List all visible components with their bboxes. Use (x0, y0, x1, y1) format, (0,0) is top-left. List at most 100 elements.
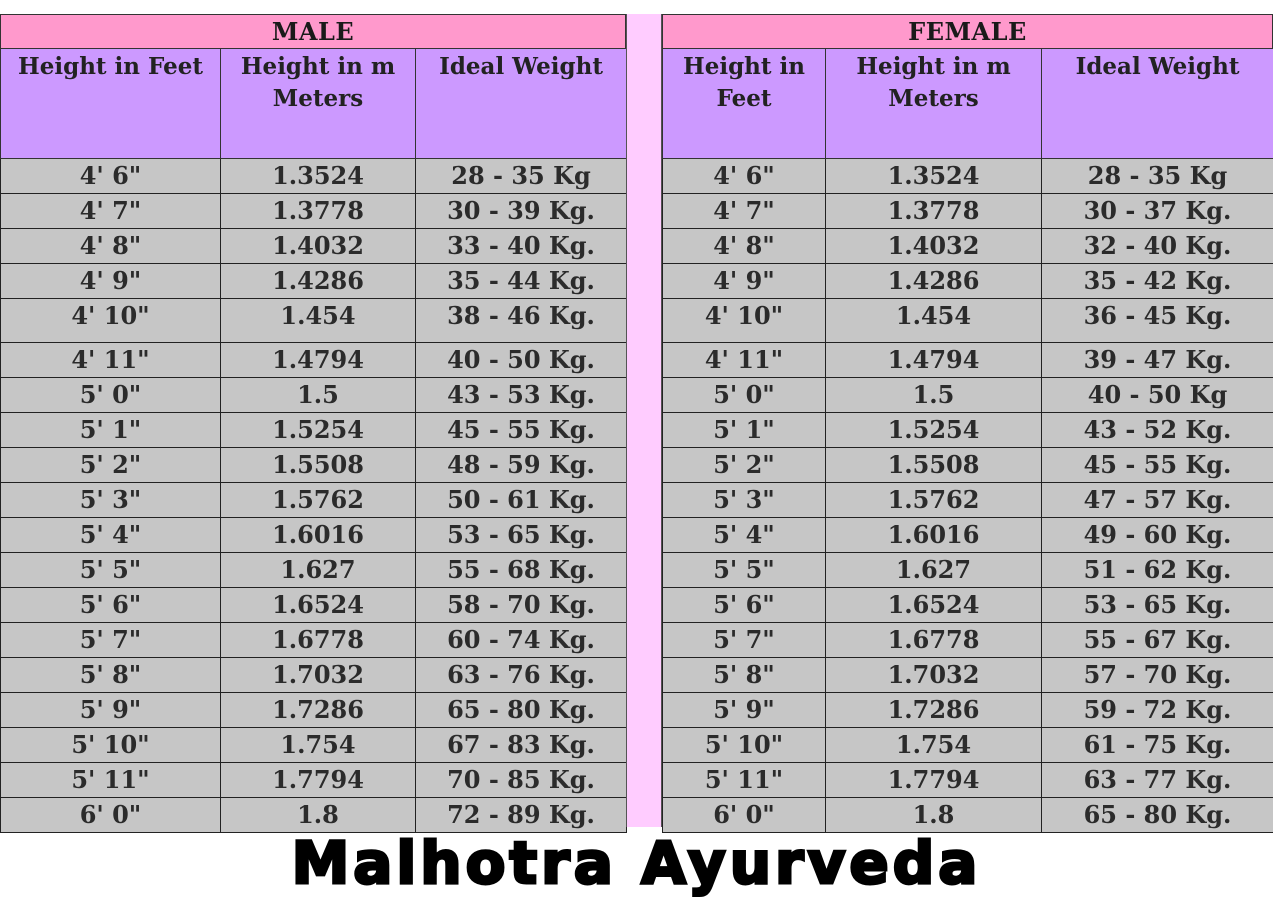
height-feet-cell: 5' 4" (0, 517, 221, 553)
ideal-weight-cell: 45 - 55 Kg. (1041, 447, 1273, 483)
height-feet-cell: 5' 0" (662, 377, 826, 413)
female-weight-table: Height in Feet Height in m Meters Ideal … (662, 48, 1273, 833)
height-feet-cell: 5' 9" (0, 692, 221, 728)
height-meters-cell: 1.5508 (825, 447, 1042, 483)
ideal-weight-cell: 72 - 89 Kg. (415, 797, 627, 833)
ideal-weight-cell: 47 - 57 Kg. (1041, 482, 1273, 518)
height-meters-cell: 1.7794 (220, 762, 416, 798)
female-header-height-feet: Height in Feet (662, 48, 826, 159)
height-feet-cell: 5' 8" (0, 657, 221, 693)
height-feet-cell: 4' 7" (0, 193, 221, 229)
height-meters-cell: 1.6524 (825, 587, 1042, 623)
table-row: 4' 10" 1.454 38 - 46 Kg. (0, 298, 627, 343)
table-row: 5' 3" 1.5762 50 - 61 Kg. (0, 482, 627, 518)
female-table-body: 4' 6" 1.3524 28 - 35 Kg 4' 7" 1.3778 30 - 37 … (662, 158, 1273, 833)
table-row: 4' 7" 1.3778 30 - 37 Kg. (662, 193, 1273, 229)
table-row: 5' 11" 1.7794 70 - 85 Kg. (0, 762, 627, 798)
height-meters-cell: 1.3524 (220, 158, 416, 194)
height-meters-cell: 1.7286 (220, 692, 416, 728)
height-meters-cell: 1.3778 (220, 193, 416, 229)
table-row: 5' 0" 1.5 43 - 53 Kg. (0, 377, 627, 413)
ideal-weight-cell: 53 - 65 Kg. (415, 517, 627, 553)
ideal-weight-cell: 57 - 70 Kg. (1041, 657, 1273, 693)
table-row: 4' 8" 1.4032 33 - 40 Kg. (0, 228, 627, 264)
table-row: 6' 0" 1.8 65 - 80 Kg. (662, 797, 1273, 833)
height-meters-cell: 1.5508 (220, 447, 416, 483)
female-table-panel: FEMALE Height in Feet Height in m Meters… (662, 14, 1273, 833)
table-row: 4' 10" 1.454 36 - 45 Kg. (662, 298, 1273, 343)
height-feet-cell: 4' 7" (662, 193, 826, 229)
table-row: 5' 7" 1.6778 60 - 74 Kg. (0, 622, 627, 658)
height-meters-cell: 1.7794 (825, 762, 1042, 798)
height-meters-cell: 1.4032 (220, 228, 416, 264)
height-meters-cell: 1.5254 (220, 412, 416, 448)
height-feet-cell: 5' 2" (0, 447, 221, 483)
height-feet-cell: 5' 6" (662, 587, 826, 623)
ideal-weight-cell: 49 - 60 Kg. (1041, 517, 1273, 553)
table-row: 5' 5" 1.627 55 - 68 Kg. (0, 552, 627, 588)
height-feet-cell: 4' 8" (0, 228, 221, 264)
height-meters-cell: 1.4794 (220, 342, 416, 378)
height-feet-cell: 5' 0" (0, 377, 221, 413)
height-meters-cell: 1.5762 (825, 482, 1042, 518)
height-feet-cell: 5' 3" (662, 482, 826, 518)
height-meters-cell: 1.4286 (220, 263, 416, 299)
ideal-weight-cell: 55 - 68 Kg. (415, 552, 627, 588)
ideal-weight-cell: 60 - 74 Kg. (415, 622, 627, 658)
ideal-weight-cell: 59 - 72 Kg. (1041, 692, 1273, 728)
table-row: 5' 8" 1.7032 57 - 70 Kg. (662, 657, 1273, 693)
height-feet-cell: 4' 10" (0, 298, 221, 343)
table-row: 6' 0" 1.8 72 - 89 Kg. (0, 797, 627, 833)
brand-title: Malhotra Ayurveda (290, 829, 982, 898)
table-row: 5' 10" 1.754 67 - 83 Kg. (0, 727, 627, 763)
height-meters-cell: 1.4032 (825, 228, 1042, 264)
height-feet-cell: 5' 11" (662, 762, 826, 798)
ideal-weight-cell: 48 - 59 Kg. (415, 447, 627, 483)
height-feet-cell: 5' 3" (0, 482, 221, 518)
height-feet-cell: 4' 9" (0, 263, 221, 299)
height-meters-cell: 1.5 (825, 377, 1042, 413)
height-meters-cell: 1.6524 (220, 587, 416, 623)
height-meters-cell: 1.7286 (825, 692, 1042, 728)
ideal-weight-cell: 61 - 75 Kg. (1041, 727, 1273, 763)
height-feet-cell: 5' 7" (662, 622, 826, 658)
female-header-height-meters: Height in m Meters (825, 48, 1042, 159)
ideal-weight-cell: 65 - 80 Kg. (415, 692, 627, 728)
table-row: 5' 3" 1.5762 47 - 57 Kg. (662, 482, 1273, 518)
height-meters-cell: 1.6016 (220, 517, 416, 553)
male-header-row: Height in Feet Height in m Meters Ideal … (0, 48, 627, 159)
height-meters-cell: 1.754 (220, 727, 416, 763)
table-row: 5' 4" 1.6016 49 - 60 Kg. (662, 517, 1273, 553)
height-feet-cell: 4' 6" (662, 158, 826, 194)
height-meters-cell: 1.7032 (220, 657, 416, 693)
male-header-height-meters: Height in m Meters (220, 48, 416, 159)
height-meters-cell: 1.627 (220, 552, 416, 588)
height-meters-cell: 1.454 (825, 298, 1042, 343)
male-weight-table: Height in Feet Height in m Meters Ideal … (0, 48, 627, 833)
table-row: 4' 9" 1.4286 35 - 42 Kg. (662, 263, 1273, 299)
height-feet-cell: 4' 8" (662, 228, 826, 264)
male-header-ideal-weight: Ideal Weight (415, 48, 627, 159)
height-meters-cell: 1.7032 (825, 657, 1042, 693)
height-feet-cell: 5' 4" (662, 517, 826, 553)
ideal-weight-cell: 40 - 50 Kg (1041, 377, 1273, 413)
height-feet-cell: 5' 9" (662, 692, 826, 728)
male-table-panel: MALE Height in Feet Height in m Meters I… (0, 14, 627, 833)
height-meters-cell: 1.8 (825, 797, 1042, 833)
female-header-ideal-weight: Ideal Weight (1041, 48, 1273, 159)
table-row: 5' 9" 1.7286 65 - 80 Kg. (0, 692, 627, 728)
table-row: 4' 7" 1.3778 30 - 39 Kg. (0, 193, 627, 229)
height-meters-cell: 1.454 (220, 298, 416, 343)
ideal-weight-cell: 53 - 65 Kg. (1041, 587, 1273, 623)
male-header-height-feet: Height in Feet (0, 48, 221, 159)
ideal-weight-cell: 35 - 44 Kg. (415, 263, 627, 299)
ideal-weight-cell: 33 - 40 Kg. (415, 228, 627, 264)
table-row: 4' 11" 1.4794 40 - 50 Kg. (0, 342, 627, 378)
height-meters-cell: 1.5 (220, 377, 416, 413)
height-feet-cell: 6' 0" (662, 797, 826, 833)
table-row: 5' 11" 1.7794 63 - 77 Kg. (662, 762, 1273, 798)
height-feet-cell: 5' 5" (0, 552, 221, 588)
height-meters-cell: 1.5254 (825, 412, 1042, 448)
height-feet-cell: 5' 5" (662, 552, 826, 588)
table-row: 5' 1" 1.5254 43 - 52 Kg. (662, 412, 1273, 448)
